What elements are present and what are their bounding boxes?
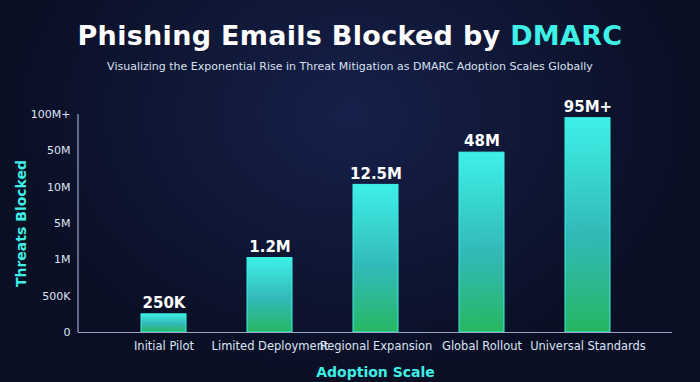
svg-text:250K: 250K	[143, 294, 187, 312]
svg-text:Adoption Scale: Adoption Scale	[316, 364, 435, 380]
svg-text:500K: 500K	[42, 290, 71, 303]
svg-text:Regional Expansion: Regional Expansion	[320, 339, 432, 353]
svg-text:10M: 10M	[47, 181, 71, 194]
svg-text:5M: 5M	[54, 217, 71, 230]
svg-text:Global Rollout: Global Rollout	[442, 339, 523, 353]
html-text:Phishing Emails Blocked by DMA: Phishing Emails Blocked by DMARC	[77, 20, 623, 51]
svg-text:0: 0	[64, 326, 71, 339]
svg-text:95M+: 95M+	[564, 98, 612, 116]
svg-text:Limited Deployment: Limited Deployment	[212, 339, 329, 353]
svg-text:50M: 50M	[47, 144, 71, 157]
svg-text:Threats Blocked: Threats Blocked	[13, 160, 29, 287]
svg-text:48M: 48M	[464, 132, 500, 150]
svg-text:Initial Pilot: Initial Pilot	[134, 339, 195, 353]
svg-text:12.5M: 12.5M	[350, 165, 402, 183]
svg-text:1.2M: 1.2M	[249, 238, 291, 256]
svg-text:Universal Standards: Universal Standards	[530, 339, 646, 353]
svg-text:1M: 1M	[54, 253, 71, 266]
svg-text:100M+: 100M+	[31, 108, 71, 121]
html-text:Visualizing the Exponential Ri: Visualizing the Exponential Rise in Thre…	[107, 60, 593, 73]
